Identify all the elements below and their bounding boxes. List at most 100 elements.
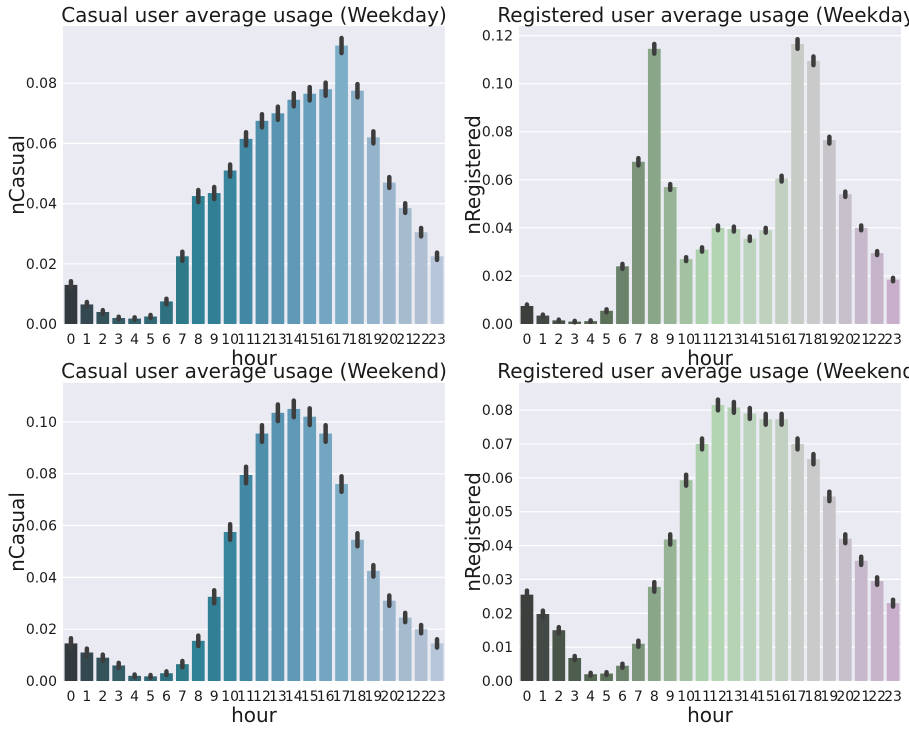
- bar: [600, 310, 613, 324]
- x-tick-label: 6: [162, 332, 171, 348]
- y-tick-label: 0.05: [482, 505, 513, 521]
- x-tick-label: 16: [317, 332, 335, 348]
- bar: [303, 416, 317, 681]
- y-axis-label: nRegistered: [461, 115, 485, 235]
- bar: [176, 256, 189, 324]
- x-tick-label: 11: [693, 332, 711, 348]
- y-tick-label: 0.04: [482, 221, 513, 237]
- y-tick-label: 0.10: [26, 415, 57, 431]
- x-tick-label: 6: [618, 332, 627, 348]
- x-tick-label: 3: [114, 332, 123, 348]
- y-tick-label: 0.07: [482, 437, 513, 453]
- x-tick-label: 1: [538, 332, 547, 348]
- y-tick-label: 0.02: [26, 257, 57, 273]
- x-tick-label: 0: [522, 332, 531, 348]
- x-tick-label: 18: [349, 689, 367, 705]
- bar: [536, 613, 550, 681]
- x-tick-label: 3: [114, 689, 123, 705]
- bar: [823, 496, 836, 681]
- y-tick-label: 0.04: [26, 570, 57, 586]
- bar: [711, 405, 725, 681]
- bar: [80, 652, 94, 681]
- x-tick-label: 12: [709, 332, 727, 348]
- bar: [632, 643, 645, 681]
- x-tick-label: 22: [412, 332, 430, 348]
- x-axis-label: hour: [687, 346, 734, 370]
- bar: [791, 44, 804, 324]
- x-tick-label: 23: [428, 332, 446, 348]
- bar: [870, 581, 884, 681]
- bar: [711, 227, 725, 324]
- bar: [838, 194, 852, 324]
- x-tick-label: 5: [602, 332, 611, 348]
- x-tick-label: 13: [269, 689, 287, 705]
- bar: [414, 232, 428, 324]
- bar: [191, 640, 205, 681]
- chart-title: Registered user average usage (Weekend): [497, 359, 909, 383]
- bar: [743, 413, 757, 681]
- bar: [616, 665, 629, 681]
- plot-area: [519, 26, 901, 324]
- x-tick-label: 23: [428, 689, 446, 705]
- x-tick-label: 2: [554, 689, 563, 705]
- y-tick-label: 0.12: [482, 29, 513, 45]
- x-tick-label: 21: [396, 332, 414, 348]
- bar: [632, 161, 645, 324]
- x-tick-label: 13: [725, 689, 743, 705]
- bar: [191, 196, 205, 324]
- x-tick-label: 15: [757, 332, 775, 348]
- bar: [255, 433, 269, 681]
- bar: [239, 474, 253, 681]
- bar: [80, 304, 94, 324]
- bar: [351, 539, 364, 681]
- x-tick-label: 11: [237, 332, 255, 348]
- bar: [223, 532, 237, 681]
- x-tick-label: 5: [602, 689, 611, 705]
- bar: [807, 459, 820, 681]
- y-axis-label: nCasual: [5, 135, 29, 215]
- bar: [271, 412, 285, 681]
- x-tick-label: 18: [349, 332, 367, 348]
- x-tick-label: 5: [146, 689, 155, 705]
- x-tick-label: 10: [221, 332, 239, 348]
- x-axis-label: hour: [231, 346, 278, 370]
- x-tick-label: 21: [852, 689, 870, 705]
- y-tick-label: 0.00: [26, 674, 57, 690]
- x-tick-label: 2: [98, 689, 107, 705]
- bar: [695, 443, 709, 681]
- x-tick-label: 14: [741, 332, 759, 348]
- x-tick-label: 12: [253, 689, 271, 705]
- x-tick-label: 0: [66, 689, 75, 705]
- x-tick-label: 7: [634, 332, 643, 348]
- y-tick-label: 0.03: [482, 572, 513, 588]
- x-tick-label: 23: [884, 689, 902, 705]
- x-tick-label: 8: [650, 332, 659, 348]
- bar: [838, 538, 852, 681]
- chart-casual-weekend: 0.000.020.040.060.080.100 1 2 3 4 5 6 7 8 9 101112…: [5, 359, 447, 727]
- bar: [600, 673, 613, 681]
- x-tick-label: 4: [586, 332, 595, 348]
- bar: [775, 178, 788, 324]
- bar: [695, 249, 709, 324]
- chart-title: Casual user average usage (Weekday): [61, 3, 447, 27]
- bar: [96, 657, 110, 681]
- bar: [727, 229, 741, 324]
- plot-area: [63, 383, 445, 681]
- x-axis-label: hour: [687, 703, 734, 727]
- bar: [791, 443, 804, 681]
- bar: [367, 570, 380, 681]
- y-tick-label: 0.06: [26, 136, 57, 152]
- bar: [398, 617, 412, 681]
- x-tick-label: 18: [805, 689, 823, 705]
- x-tick-label: 0: [522, 689, 531, 705]
- bar: [743, 238, 757, 324]
- x-tick-label: 4: [586, 689, 595, 705]
- y-tick-label: 0.06: [482, 173, 513, 189]
- x-tick-label: 11: [693, 689, 711, 705]
- y-tick-label: 0.00: [482, 317, 513, 333]
- x-tick-label: 10: [677, 332, 695, 348]
- x-tick-label: 15: [301, 689, 319, 705]
- bar: [854, 227, 868, 324]
- bar: [430, 256, 444, 324]
